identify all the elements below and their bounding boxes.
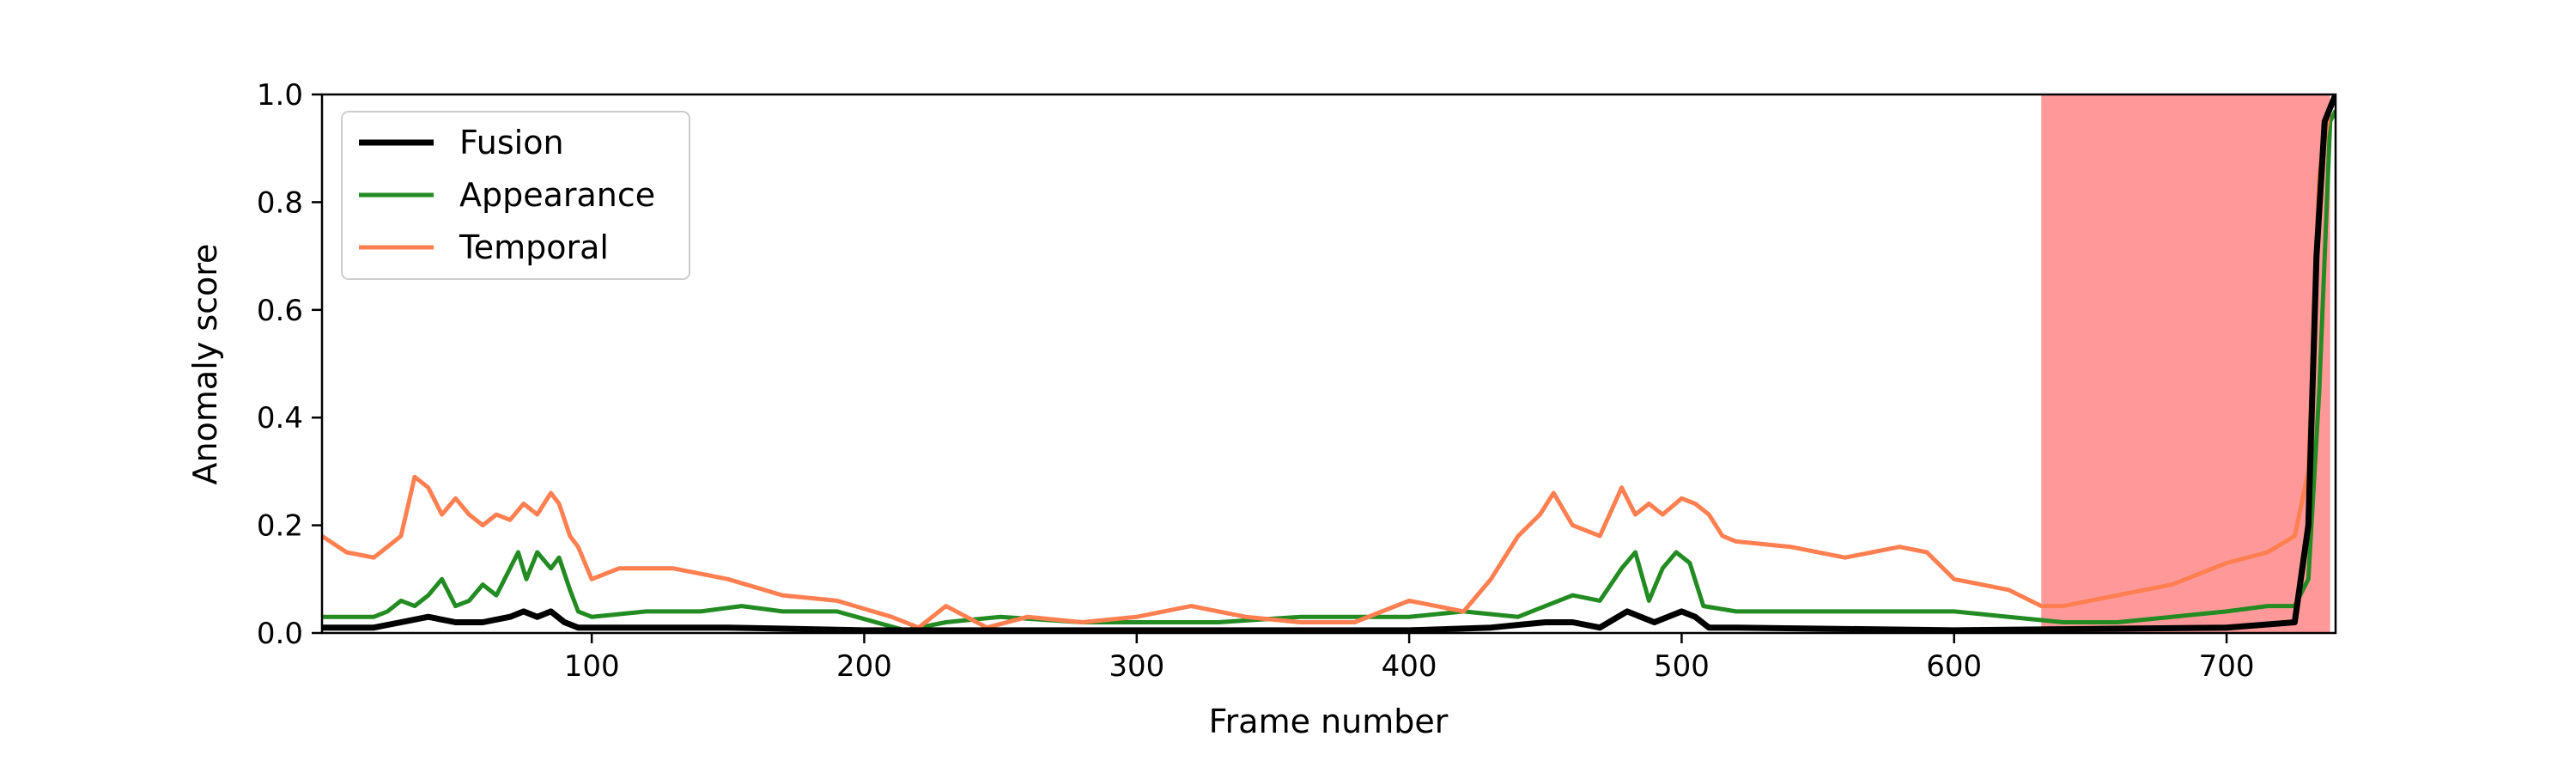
legend-box [341, 111, 690, 280]
x-tick-label: 100 [564, 649, 620, 684]
x-axis-ticks: 100 200 300 400 500 600 700 [564, 633, 2255, 684]
legend-label-temporal: Temporal [459, 228, 609, 266]
y-tick-label: 1.0 [257, 78, 303, 113]
x-tick-label: 300 [1109, 649, 1164, 684]
anomaly-region-layer [2041, 94, 2330, 633]
y-tick-label: 0.2 [257, 509, 303, 544]
y-tick-label: 0.6 [257, 294, 303, 328]
x-tick-label: 400 [1382, 649, 1437, 684]
x-tick-label: 700 [2199, 649, 2255, 684]
x-tick-label: 500 [1654, 649, 1710, 684]
legend-label-appearance: Appearance [459, 176, 655, 214]
y-tick-label: 0.4 [257, 401, 303, 435]
series-line-temporal [322, 94, 2336, 630]
legend: Fusion Appearance Temporal [341, 111, 690, 280]
series-line-appearance [322, 109, 2336, 633]
series-layer [322, 94, 2336, 633]
y-axis-label: Anomaly score [186, 244, 224, 485]
x-tick-label: 200 [836, 649, 892, 684]
x-axis-label: Frame number [1209, 703, 1449, 740]
legend-label-fusion: Fusion [459, 124, 564, 161]
plot-frame [320, 93, 2337, 635]
y-axis-ticks: 0.0 0.2 0.4 0.6 0.8 1.0 [257, 78, 322, 651]
anomaly-region [2041, 94, 2330, 633]
x-tick-label: 600 [1926, 649, 1982, 684]
y-tick-label: 0.0 [257, 617, 303, 651]
series-line-fusion [322, 94, 2336, 633]
y-tick-label: 0.8 [257, 186, 303, 220]
